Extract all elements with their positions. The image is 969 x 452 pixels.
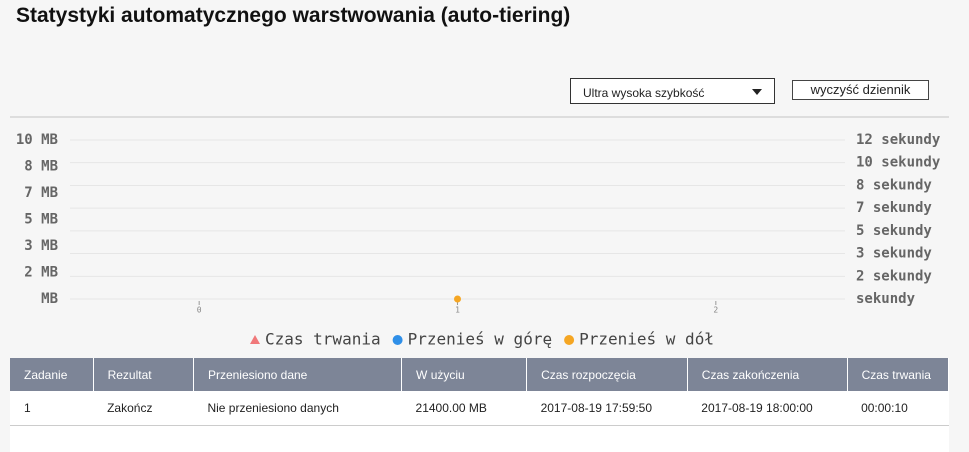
y-tick-label: MB <box>41 291 58 307</box>
y2-tick-label: sekundy <box>856 291 916 307</box>
table: Zadanie Rezultat Przeniesiono dane W użyciu… <box>10 358 950 426</box>
table-cell: 2017-08-19 18:00:00 <box>687 391 848 426</box>
y2-tick-label: 8 sekundy <box>856 177 932 193</box>
select-value: Ultra wysoka szybkość <box>583 86 705 100</box>
table-row: 1 Zakończ Nie przeniesiono danych 21400.00 … <box>10 391 949 426</box>
table-cell: 00:00:10 <box>847 391 949 426</box>
table-cell: 2017-08-19 17:59:50 <box>526 391 688 426</box>
column-header: Zadanie <box>10 358 94 391</box>
y2-tick-label: 7 sekundy <box>856 200 932 216</box>
divider <box>10 116 949 118</box>
header-row: Zadanie Rezultat Przeniesiono dane W użyciu… <box>10 358 950 391</box>
y-tick-label: 7 MB <box>24 185 58 201</box>
y2-tick-label: 10 sekundy <box>856 155 941 171</box>
column-header: Czas zakończenia <box>687 358 848 391</box>
table-cell: 1 <box>10 391 94 426</box>
table-cell: Zakończ <box>93 391 194 426</box>
legend-label: Czas trwania <box>265 330 381 349</box>
x-tick-label: 1 <box>455 306 460 315</box>
y-tick-label: 5 MB <box>24 212 58 228</box>
column-header: Czas rozpoczęcia <box>526 358 688 391</box>
legend-label: Przenieś w górę <box>408 330 553 349</box>
legend-marker <box>564 335 575 345</box>
y2-tick-label: 12 sekundy <box>856 132 941 148</box>
legend-marker <box>392 335 403 345</box>
table-cell: Nie przeniesiono danych <box>193 391 402 426</box>
data-point <box>454 295 461 303</box>
legend-label: Przenieś w dół <box>579 330 714 349</box>
dropdown-arrow <box>752 89 762 95</box>
x-tick-label: 2 <box>713 306 718 315</box>
column-header: W użyciu <box>401 358 528 391</box>
y2-tick-label: 3 sekundy <box>856 246 932 262</box>
legend-marker <box>250 335 260 344</box>
y2-tick-label: 2 sekundy <box>856 268 932 284</box>
clear-log-button[interactable]: wyczyść dziennik <box>792 80 929 100</box>
y2-tick-label: 5 sekundy <box>856 223 932 239</box>
column-header: Przeniesiono dane <box>193 358 403 391</box>
x-tick-label: 0 <box>197 306 202 315</box>
speed-select[interactable]: Ultra wysoka szybkość <box>570 78 775 104</box>
y-tick-label: 3 MB <box>24 238 58 254</box>
y-tick-label: 8 MB <box>24 159 58 175</box>
column-header: Rezultat <box>93 358 194 391</box>
column-header: Czas trwania <box>847 358 950 391</box>
y-tick-label: 2 MB <box>24 264 58 280</box>
table-cell: 21400.00 MB <box>401 391 527 426</box>
page-title: Statystyki automatycznego warstwowania (… <box>16 4 571 27</box>
y-tick-label: 10 MB <box>16 132 58 148</box>
log-table: Zadanie Rezultat Przeniesiono dane W użyciu… <box>10 358 950 452</box>
